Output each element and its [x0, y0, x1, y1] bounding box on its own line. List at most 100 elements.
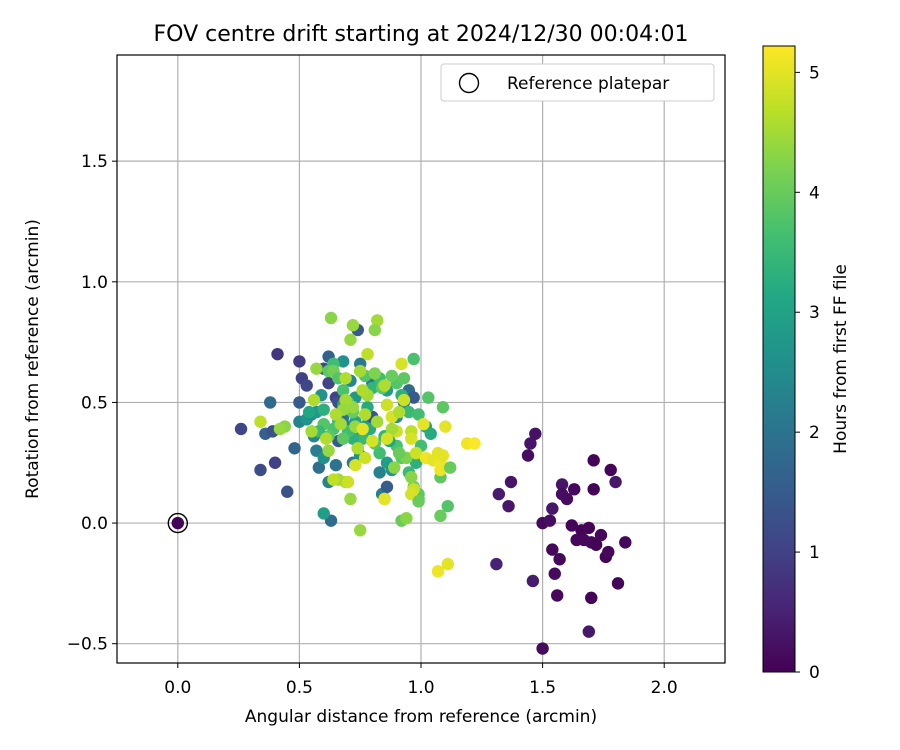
scatter-point	[317, 507, 330, 520]
scatter-point	[431, 565, 445, 578]
x-axis-ticks: 0.0 0.5 1.0 1.5 2.0	[164, 663, 678, 698]
scatter-point	[441, 557, 454, 571]
scatter-point	[368, 323, 381, 337]
colorbar-tick-label: 0	[809, 663, 820, 683]
legend-box	[440, 63, 715, 102]
scatter-point	[334, 417, 347, 431]
scatter-point	[439, 420, 452, 433]
scatter-point	[526, 574, 540, 588]
scatter-point	[380, 480, 394, 494]
scatter-point	[358, 408, 372, 421]
colorbar-tick-label: 5	[809, 63, 820, 83]
scatter-point	[336, 432, 350, 445]
x-tick-label: 1.5	[529, 678, 556, 698]
scatter-point	[371, 415, 384, 428]
scatter-point	[373, 446, 386, 460]
scatter-point	[264, 396, 277, 409]
scatter-point	[400, 512, 413, 525]
colorbar-tick-label: 3	[809, 303, 820, 323]
scatter-point	[543, 514, 557, 527]
scatter-point	[281, 485, 294, 498]
scatter-point	[354, 364, 367, 378]
scatter-point	[397, 372, 411, 385]
scatter-point	[319, 432, 333, 445]
scatter-point	[397, 393, 411, 407]
y-axis-label: Rotation from reference (arcmin)	[23, 219, 43, 499]
scatter-point	[351, 442, 364, 455]
scatter-point	[405, 471, 418, 484]
scatter-point	[344, 492, 357, 506]
scatter-point	[339, 393, 352, 407]
x-tick-label: 0.5	[286, 678, 313, 698]
scatter-point	[302, 405, 316, 419]
scatter-point	[568, 483, 581, 496]
scatter-point	[361, 347, 374, 361]
scatter-point	[468, 437, 481, 450]
colorbar-gradient	[762, 45, 796, 673]
scatter-point	[293, 396, 306, 409]
scatter-point	[336, 355, 350, 368]
scatter-point	[329, 458, 343, 472]
scatter-point	[521, 449, 535, 462]
scatter-point	[609, 475, 622, 489]
scatter-point	[594, 528, 608, 542]
x-tick-label: 1.0	[407, 678, 434, 698]
scatter-point	[604, 463, 617, 477]
scatter-point	[395, 357, 408, 371]
chart-title: FOV centre drift starting at 2024/12/30 …	[154, 22, 689, 47]
scatter-point	[254, 463, 267, 477]
scatter-point	[322, 376, 335, 390]
colorbar-tick-label: 1	[809, 543, 820, 563]
scatter-point	[548, 567, 561, 580]
scatter-point	[602, 545, 615, 559]
scatter-point	[436, 449, 450, 462]
scatter-point	[336, 384, 350, 397]
scatter-point	[366, 434, 379, 448]
scatter-point	[356, 432, 369, 445]
scatter-point	[434, 509, 447, 523]
scatter-point	[254, 415, 267, 428]
scatter-point	[385, 422, 399, 436]
scatter-point	[305, 425, 318, 438]
scatter-point	[341, 475, 355, 489]
colorbar-ticks: 0 1 2 3 4 5	[795, 63, 820, 683]
y-tick-label: 0.5	[81, 393, 108, 413]
scatter-point	[327, 473, 340, 486]
legend-marker-reference	[458, 72, 480, 94]
grid-lines	[117, 55, 725, 663]
y-tick-label: −0.5	[67, 635, 108, 655]
scatter-point	[234, 422, 248, 436]
legend: Reference platepar	[440, 63, 715, 102]
scatter-point	[378, 492, 391, 506]
scatter-point	[436, 401, 450, 414]
scatter-point	[417, 417, 430, 431]
scatter-point	[434, 463, 447, 477]
scatter-point	[293, 355, 306, 368]
scatter-point	[356, 422, 369, 436]
scatter-point	[546, 543, 559, 556]
scatter-point	[392, 405, 406, 419]
scatter-point	[619, 536, 632, 549]
scatter-point	[354, 524, 367, 537]
scatter-point	[273, 422, 287, 436]
scatter-point	[582, 521, 596, 535]
scatter-point	[368, 367, 381, 380]
scatter-point	[611, 577, 625, 590]
scatter-point	[490, 557, 503, 571]
scatter-point	[268, 456, 282, 469]
scatter-point	[587, 454, 600, 467]
scatter-point	[492, 487, 506, 501]
x-tick-label: 2.0	[651, 678, 678, 698]
scatter-point	[392, 446, 406, 460]
scatter-point	[310, 362, 323, 375]
y-tick-label: 1.5	[81, 152, 108, 172]
scatter-point	[422, 391, 435, 404]
scatter-point	[380, 432, 394, 445]
scatter-point	[349, 458, 362, 472]
colorbar-label: Hours from first FF file	[831, 264, 851, 454]
scatter-point	[582, 625, 596, 638]
scatter-point	[502, 499, 515, 513]
scatter-point	[373, 466, 386, 479]
scatter-point	[589, 538, 603, 551]
x-tick-label: 0.0	[164, 678, 191, 698]
